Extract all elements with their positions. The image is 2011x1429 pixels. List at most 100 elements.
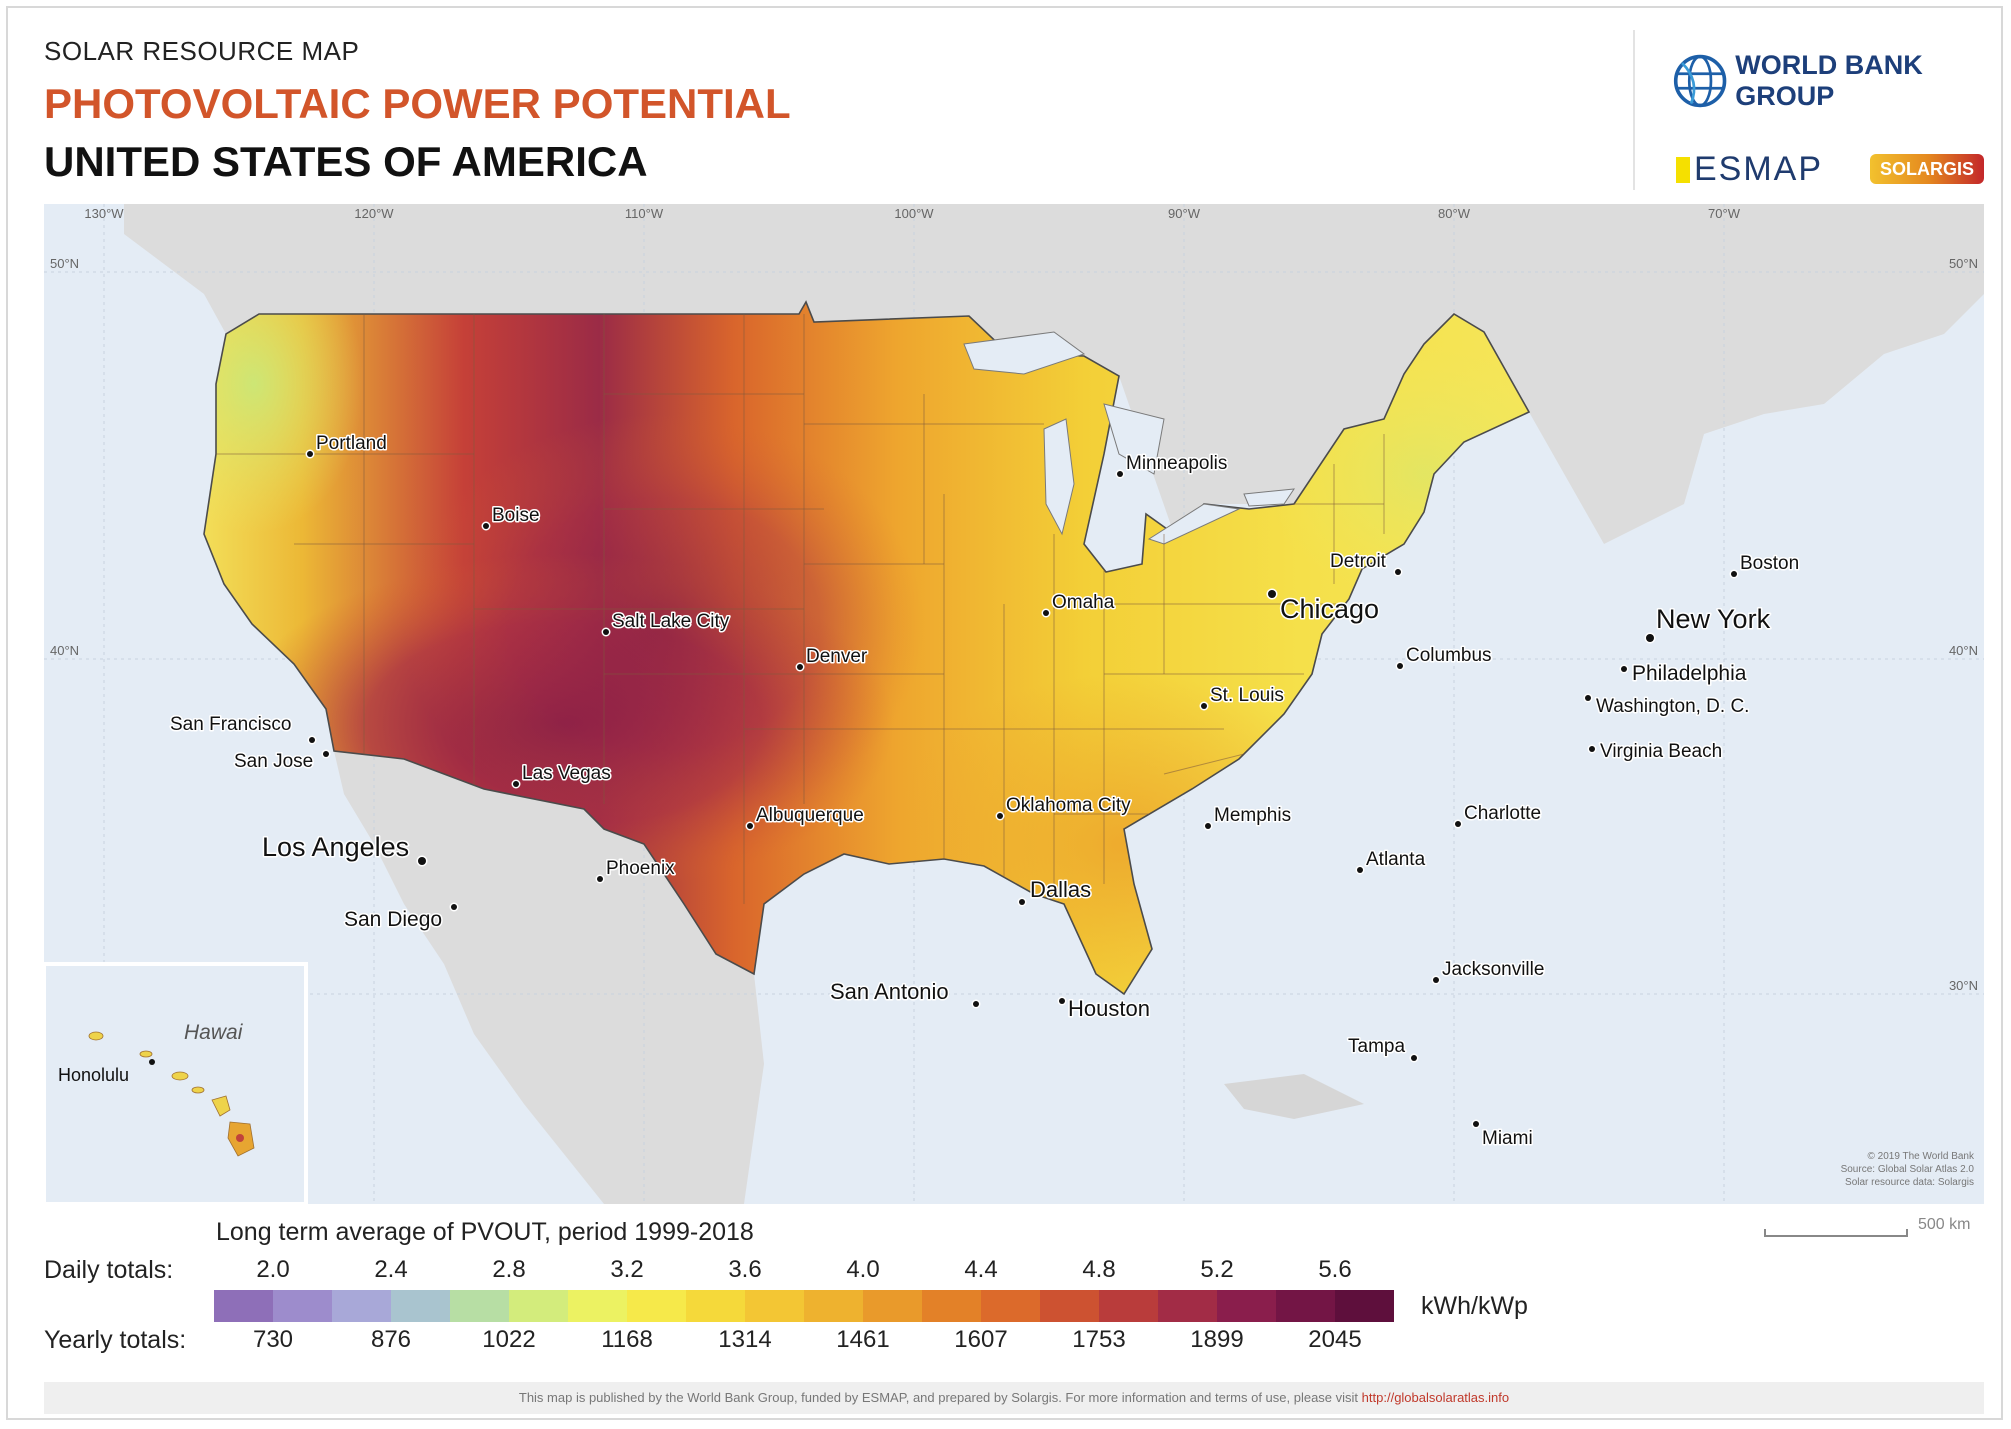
lon-label: 120°W xyxy=(354,206,394,221)
legend-color-step xyxy=(981,1290,1040,1322)
legend-unit: kWh/kWp xyxy=(1421,1292,1528,1320)
city-honolulu: Honolulu xyxy=(58,1059,155,1085)
header-divider xyxy=(1633,30,1635,190)
legend-yearly-label: Yearly totals: xyxy=(44,1326,187,1354)
legend-daily-tick: 2.8 xyxy=(492,1256,526,1283)
map-credits: © 2019 The World Bank Source: Global Sol… xyxy=(1841,1151,1975,1188)
svg-text:San Jose: San Jose xyxy=(234,751,313,772)
city-virginia-beach: Virginia Beach xyxy=(1587,740,1724,764)
svg-text:Los Angeles: Los Angeles xyxy=(262,832,409,862)
svg-text:Washington, D. C.: Washington, D. C. xyxy=(1596,696,1749,717)
lon-label: 90°W xyxy=(1168,206,1201,221)
city-atlanta: Atlanta xyxy=(1355,848,1427,875)
legend-daily-tick: 5.6 xyxy=(1318,1256,1352,1283)
city-san-francisco: San Francisco xyxy=(169,713,317,745)
legend-color-step xyxy=(686,1290,745,1322)
great-lakes xyxy=(963,331,1296,545)
gulf-island-land xyxy=(1224,1074,1364,1119)
svg-text:Albuquerque: Albuquerque xyxy=(756,805,864,826)
city-los-angeles: Los Angeles xyxy=(261,831,428,867)
svg-text:Memphis: Memphis xyxy=(1214,805,1291,826)
city-charlotte: Charlotte xyxy=(1453,802,1543,829)
svg-text:Philadelphia: Philadelphia xyxy=(1632,662,1747,685)
svg-text:Minneapolis: Minneapolis xyxy=(1126,453,1227,474)
legend-daily-tick: 4.4 xyxy=(964,1256,998,1283)
city-omaha: Omaha xyxy=(1041,591,1116,618)
city-albuquerque: Albuquerque xyxy=(745,804,865,831)
lat-label: 40°N xyxy=(50,643,79,658)
svg-text:Dallas: Dallas xyxy=(1030,877,1091,902)
scale-bar xyxy=(1764,1229,1908,1237)
svg-text:St. Louis: St. Louis xyxy=(1210,685,1284,706)
city-new-york: New York xyxy=(1644,603,1772,644)
city-jacksonville: Jacksonville xyxy=(1431,958,1546,985)
svg-text:New York: New York xyxy=(1656,604,1771,634)
city-markers: Portland Boise Salt Lake City Denver Min… xyxy=(169,432,1801,1151)
legend-daily-tick: 3.2 xyxy=(610,1256,644,1283)
world-bank-text: WORLD BANK GROUP xyxy=(1735,50,1923,111)
world-bank-logo: WORLD BANK GROUP xyxy=(1673,50,2001,112)
footer-text: This map is published by the World Bank … xyxy=(518,1390,1359,1405)
legend-daily-label: Daily totals: xyxy=(44,1256,174,1284)
city-miami: Miami xyxy=(1471,1119,1534,1151)
svg-text:Omaha: Omaha xyxy=(1052,592,1115,613)
city-houston: Houston xyxy=(1057,995,1151,1023)
city-minneapolis: Minneapolis xyxy=(1115,452,1229,479)
pvout-map: 130°W 120°W 110°W 100°W 90°W 80°W 70°W 5… xyxy=(44,204,1984,1204)
city-las-vegas: Las Vegas xyxy=(511,762,612,789)
city-san-jose: San Jose xyxy=(233,749,331,774)
svg-text:Las Vegas: Las Vegas xyxy=(522,763,611,784)
svg-text:Columbus: Columbus xyxy=(1406,645,1492,666)
canada-land xyxy=(124,204,1984,544)
legend-color-step xyxy=(1276,1290,1335,1322)
map-title: PHOTOVOLTAIC POWER POTENTIAL xyxy=(44,80,791,127)
svg-text:Houston: Houston xyxy=(1068,996,1150,1021)
city-philadelphia: Philadelphia xyxy=(1619,661,1748,687)
lat-label: 50°N xyxy=(50,256,79,271)
state-boundaries xyxy=(216,314,1385,904)
graticule-labels: 130°W 120°W 110°W 100°W 90°W 80°W 70°W 5… xyxy=(50,206,1978,993)
map-sheet: SOLAR RESOURCE MAP PHOTOVOLTAIC POWER PO… xyxy=(6,6,2003,1420)
legend-yearly-tick: 1753 xyxy=(1072,1326,1126,1353)
lon-label: 130°W xyxy=(84,206,124,221)
svg-text:Atlanta: Atlanta xyxy=(1366,849,1426,870)
legend-daily-tick: 4.0 xyxy=(846,1256,880,1283)
city-denver: Denver xyxy=(795,645,869,672)
legend-color-step xyxy=(509,1290,568,1322)
city-washington: Washington, D. C. xyxy=(1583,693,1751,719)
city-san-diego: San Diego xyxy=(343,902,459,933)
svg-text:Detroit: Detroit xyxy=(1330,551,1387,572)
hawaii-inset: Hawai Honolulu xyxy=(44,962,308,1204)
city-tampa: Tampa xyxy=(1347,1035,1419,1063)
city-san-antonio: San Antonio xyxy=(829,978,981,1009)
lat-label: 40°N xyxy=(1949,643,1978,658)
scale-label: 500 km xyxy=(1918,1216,1971,1233)
legend-color-step xyxy=(804,1290,863,1322)
svg-text:Salt Lake City: Salt Lake City xyxy=(612,611,730,632)
svg-text:Phoenix: Phoenix xyxy=(606,858,675,879)
globe-icon xyxy=(1673,54,1727,108)
legend-yearly-tick: 1168 xyxy=(601,1326,653,1353)
city-boston: Boston xyxy=(1729,552,1801,579)
legend-yearly-tick: 730 xyxy=(252,1326,294,1353)
legend-color-step xyxy=(1217,1290,1276,1322)
legend-daily-tick: 2.0 xyxy=(256,1256,290,1283)
svg-text:San Diego: San Diego xyxy=(344,908,442,931)
svg-text:San Antonio: San Antonio xyxy=(830,979,949,1004)
legend-color-step xyxy=(214,1290,273,1322)
footer-link[interactable]: http://globalsolaratlas.info xyxy=(1361,1390,1510,1405)
legend-daily-tick: 3.6 xyxy=(728,1256,762,1283)
svg-text:Honolulu: Honolulu xyxy=(58,1065,129,1085)
footer-note: This map is published by the World Bank … xyxy=(44,1382,1984,1414)
credit-line: © 2019 The World Bank xyxy=(1867,1151,1975,1162)
credit-line: Source: Global Solar Atlas 2.0 xyxy=(1841,1164,1975,1175)
lat-label: 30°N xyxy=(1949,978,1978,993)
mexico-land xyxy=(334,751,764,1204)
city-columbus: Columbus xyxy=(1395,644,1493,671)
city-detroit: Detroit xyxy=(1329,550,1403,577)
legend-color-step xyxy=(922,1290,981,1322)
legend-yearly-tick: 2045 xyxy=(1308,1326,1362,1353)
legend-yearly-tick: 1461 xyxy=(836,1326,890,1353)
credit-line: Solar resource data: Solargis xyxy=(1845,1177,1974,1188)
legend-color-ramp xyxy=(214,1290,1394,1322)
